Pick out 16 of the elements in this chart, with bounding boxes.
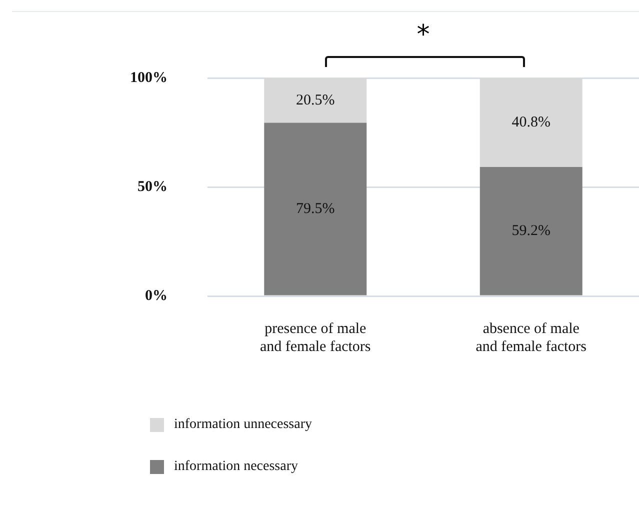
legend-label: information necessary bbox=[174, 459, 298, 475]
y-tick-label: 0% bbox=[145, 288, 168, 304]
bar bbox=[480, 166, 582, 296]
legend-label: information unnecessary bbox=[174, 417, 312, 433]
bar bbox=[264, 122, 367, 296]
x-tick-label: absence of male and female factors bbox=[476, 320, 587, 355]
text: * bbox=[416, 20, 430, 50]
x-tick-label: presence of male and female factors bbox=[260, 320, 371, 355]
bar bbox=[480, 78, 582, 167]
data-label: 40.8% bbox=[512, 114, 550, 130]
bar bbox=[264, 78, 367, 123]
data-label: 20.5% bbox=[296, 92, 335, 108]
y-tick-label: 50% bbox=[138, 178, 168, 195]
data-label: 59.2% bbox=[512, 223, 550, 240]
data-label: 79.5% bbox=[296, 200, 335, 217]
y-tick-label: 100% bbox=[130, 70, 168, 86]
